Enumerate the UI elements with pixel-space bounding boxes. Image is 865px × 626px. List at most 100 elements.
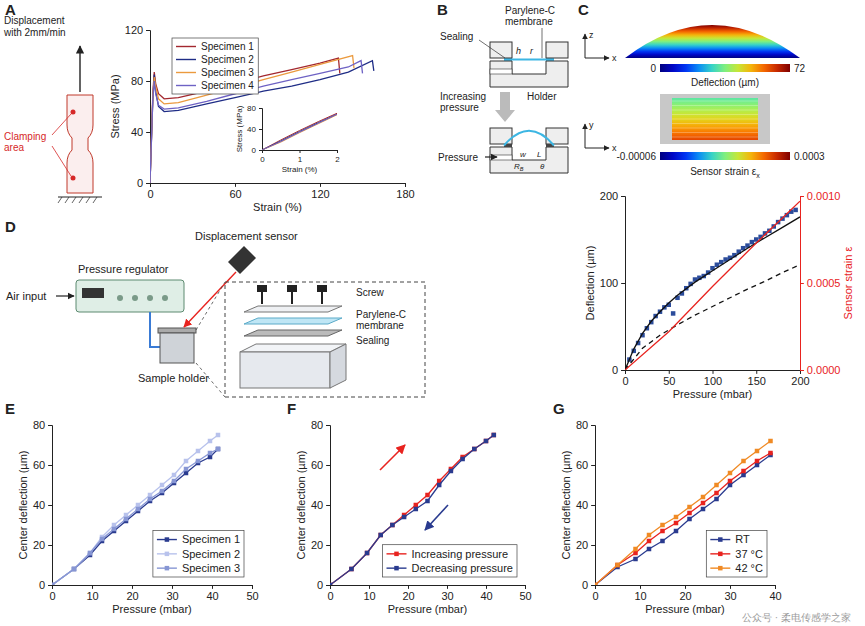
holder-bottom <box>490 61 568 87</box>
x-tick: 20 <box>126 585 138 602</box>
x-tick: 50 <box>663 370 675 387</box>
x-tick-mark <box>405 183 406 187</box>
point-marker <box>390 523 395 528</box>
x-tick: 10 <box>634 585 646 602</box>
holder-block <box>240 352 330 388</box>
chart: 01204080Strain (%)Stress (MPa) <box>235 104 340 174</box>
label: h <box>516 46 521 56</box>
ground-hatch <box>86 197 90 203</box>
y-tick-mark <box>259 150 262 151</box>
point-marker <box>460 457 465 462</box>
label: Air input <box>6 290 46 302</box>
point-marker <box>208 439 213 444</box>
y-tick-mark <box>326 585 330 586</box>
x-tick-mark <box>235 183 236 187</box>
y-tick-label: 200 <box>600 190 618 202</box>
y-tick-label: 60 <box>311 459 323 471</box>
x-tick-label: 50 <box>519 590 531 602</box>
point-marker <box>378 533 383 538</box>
x-tick: 50 <box>246 585 258 602</box>
series-line <box>625 201 800 370</box>
label: Parylene-C <box>356 309 406 320</box>
point-marker <box>595 583 597 585</box>
x-tick-mark <box>685 585 686 589</box>
legend-marker <box>718 552 723 557</box>
x-tick-label: 0 <box>327 590 333 602</box>
label: pressure <box>440 102 479 113</box>
y-tick: 60 <box>33 459 52 471</box>
point-marker <box>208 451 213 456</box>
x-tick-label: 2 <box>335 155 340 164</box>
point-marker <box>674 515 679 520</box>
screw-shaft <box>291 292 293 304</box>
x-tick: 40 <box>480 585 492 602</box>
arrow <box>485 156 497 157</box>
x-tick-mark <box>525 585 526 589</box>
plot-data <box>262 113 337 150</box>
y-tick-label: 40 <box>576 499 588 511</box>
y-tick: 0 <box>137 177 150 189</box>
x-tick: 120 <box>311 183 329 200</box>
x-tick: 20 <box>679 585 691 602</box>
colorbar-tick-label: 72 <box>794 63 806 74</box>
displacement-sensor <box>228 246 256 274</box>
point-marker <box>52 583 54 585</box>
point-marker <box>112 527 117 532</box>
pressure-regulator <box>76 280 184 312</box>
y-tick-label: 60 <box>33 459 45 471</box>
x-tick-label: 30 <box>441 590 453 602</box>
legend-line <box>176 85 196 86</box>
point-marker <box>349 567 354 572</box>
y-tick-label: 120 <box>125 24 143 36</box>
leader <box>52 114 71 135</box>
plot-data <box>625 201 800 370</box>
chart: 01020304050020406080Pressure (mbar)Cente… <box>17 419 258 615</box>
y-tick-mark <box>591 505 595 506</box>
series-line <box>595 441 771 585</box>
point-marker <box>633 547 638 552</box>
y-tick-label: 20 <box>33 539 45 551</box>
sensor-stripe <box>672 119 758 120</box>
regulator-knob <box>162 295 168 301</box>
arrow <box>56 295 74 296</box>
legend-label: RT <box>735 533 750 545</box>
legend-label: Specimen 3 <box>201 67 254 78</box>
x-tick-label: 40 <box>206 590 218 602</box>
point-marker <box>714 483 719 488</box>
legend-line <box>176 72 196 73</box>
y-tick: 40 <box>247 125 262 134</box>
label: w <box>520 150 527 159</box>
x-tick-mark <box>408 585 409 589</box>
y2-tick-label: 0.0010 <box>807 190 841 202</box>
series-line <box>625 265 800 370</box>
y-tick-label: 80 <box>576 419 588 431</box>
point-marker <box>671 311 676 316</box>
y-tick-mark <box>48 505 52 506</box>
plot-data <box>595 439 773 585</box>
point-marker <box>437 483 442 488</box>
x-axis-line <box>263 151 338 154</box>
chart: 010203040020406080Pressure (mbar)Center … <box>560 419 781 615</box>
top-plate <box>244 306 342 312</box>
x-tick-mark <box>132 585 133 589</box>
point-marker <box>184 467 189 472</box>
legend-label: Specimen 1 <box>201 41 254 52</box>
arrow <box>585 124 586 148</box>
y-tick: 0 <box>317 579 330 591</box>
label: Clamping <box>4 131 46 142</box>
colorbar-title: Sensor strain εx <box>690 166 760 179</box>
legend-line <box>176 46 196 47</box>
sensor-stripe <box>672 114 758 115</box>
label-subscript: x <box>756 172 760 179</box>
x-tick-label: 200 <box>791 375 809 387</box>
x-tick: 2 <box>335 150 340 164</box>
y-tick-label: 40 <box>131 126 143 138</box>
arrow <box>425 505 448 530</box>
y-tick-mark <box>326 465 330 466</box>
x-tick-label: 20 <box>679 590 691 602</box>
x-axis-line <box>151 184 406 187</box>
y-tick-mark <box>48 425 52 426</box>
point-marker <box>701 495 706 500</box>
legend-line <box>176 59 196 60</box>
point-marker <box>741 473 746 478</box>
